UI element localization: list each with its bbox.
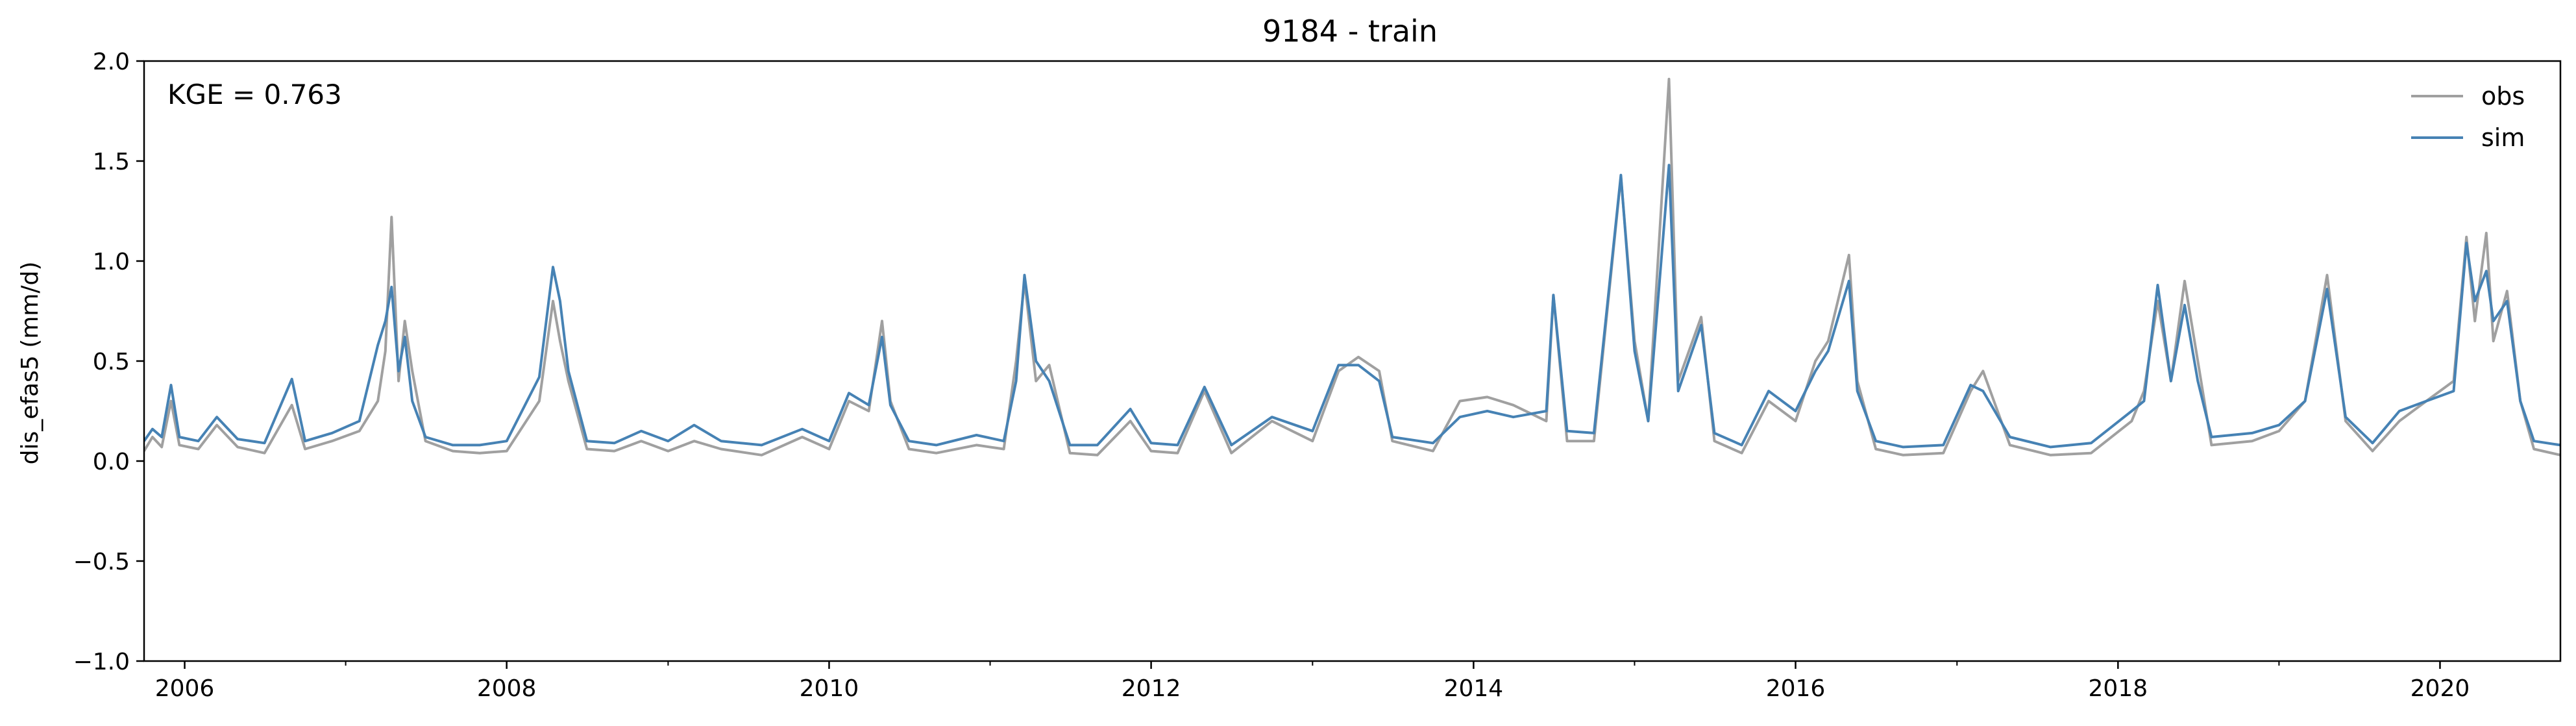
y-axis-label: dis_efas5 (mm/d) [17,262,43,465]
legend-label-obs: obs [2481,82,2525,110]
y-tick-label: −1.0 [73,649,130,675]
y-axis: −1.0 −0.5 0.0 0.5 1.0 1.5 2.0 [73,49,144,675]
x-tick-label: 2018 [2089,675,2148,702]
y-tick-label: 0.5 [93,349,130,375]
series-line-sim [144,164,2560,449]
y-tick-label: 1.5 [93,149,130,175]
plot-area: −1.0 −0.5 0.0 0.5 1.0 1.5 2.0 2006 2008 2010 2012… [73,49,2562,702]
x-tick-label: 2006 [155,675,215,702]
x-tick-label: 2020 [2410,675,2470,702]
x-axis: 2006 2008 2010 2012 2014 2016 2018 2020 [155,661,2470,702]
y-tick-label: 2.0 [93,49,130,75]
legend-label-sim: sim [2481,123,2525,152]
chart-title: 9184 - train [1262,14,1438,49]
y-tick-label: −0.5 [73,549,130,575]
kge-annotation: KGE = 0.763 [167,79,342,110]
x-tick-label: 2008 [477,675,537,702]
x-tick-label: 2016 [1766,675,1826,702]
y-tick-label: 1.0 [93,249,130,275]
series-line-obs [144,77,2560,457]
series-layer [144,77,2560,457]
x-tick-label: 2010 [800,675,859,702]
y-tick-label: 0.0 [93,449,130,475]
x-tick-label: 2012 [1122,675,1181,702]
legend: obs sim [2411,82,2525,152]
x-tick-label: 2014 [1444,675,1504,702]
